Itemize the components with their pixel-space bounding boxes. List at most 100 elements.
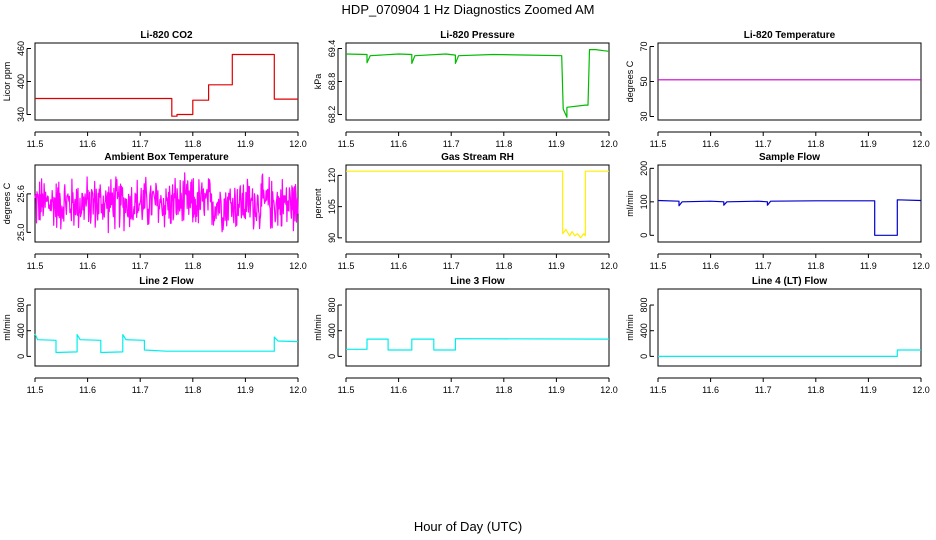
x-tick-label: 11.7	[755, 385, 772, 395]
y-tick-label: 400	[16, 74, 26, 89]
y-tick-label: 0	[327, 354, 337, 359]
panel-title: Ambient Box Temperature	[104, 152, 229, 163]
x-tick-label: 11.6	[390, 139, 407, 149]
panel-title: Line 2 Flow	[139, 276, 194, 287]
plot-frame	[657, 42, 922, 121]
x-tick-label: 11.7	[755, 261, 772, 271]
y-tick-label: 68.8	[327, 73, 337, 91]
y-tick-label: 0	[639, 354, 649, 359]
x-tick-label: 12.0	[600, 261, 618, 271]
x-tick-label: 11.5	[650, 139, 667, 149]
x-tick-label: 12.0	[289, 385, 307, 395]
x-tick-label: 11.9	[237, 261, 254, 271]
x-tick-label: 11.8	[184, 139, 201, 149]
y-tick-label: 800	[639, 298, 649, 313]
y-axis-label: ml/min	[625, 190, 635, 217]
x-tick-label: 11.7	[132, 139, 149, 149]
panel-title: Line 4 (LT) Flow	[752, 276, 828, 287]
x-tick-label: 11.7	[443, 385, 460, 395]
y-axis-label: degrees C	[625, 60, 635, 102]
x-tick-label: 11.5	[338, 139, 355, 149]
y-axis-label: Licor ppm	[2, 62, 12, 102]
y-tick-label: 90	[327, 233, 337, 243]
y-tick-label: 25.0	[16, 224, 26, 242]
x-tick-label: 11.9	[548, 139, 565, 149]
panel-9: Line 4 (LT) Flow ml/min 11.5 11.6 11.7 11.8 11…	[625, 276, 930, 395]
y-tick-label: 68.2	[327, 106, 337, 124]
x-tick-label: 11.5	[27, 139, 44, 149]
x-tick-label: 11.6	[702, 139, 719, 149]
x-tick-label: 11.5	[650, 261, 667, 271]
plot-frame	[345, 42, 610, 121]
y-tick-label: 400	[327, 323, 337, 338]
panel-8: Line 3 Flow ml/min 11.5 11.6 11.7 11.8 11.9 12.…	[313, 276, 618, 395]
panel-title: Li-820 Pressure	[440, 30, 515, 41]
series-line-1	[34, 172, 299, 234]
x-tick-label: 11.8	[495, 385, 512, 395]
y-axis-label: ml/min	[2, 314, 12, 341]
x-tick-label: 11.8	[807, 261, 824, 271]
x-tick-label: 11.6	[79, 261, 96, 271]
panel-grid: Li-820 CO2 Licor ppm 11.5 11.6 11.7 11.8 11.9 1…	[2, 30, 930, 395]
x-tick-label: 11.9	[548, 385, 565, 395]
x-tick-label: 11.9	[237, 385, 254, 395]
x-tick-label: 11.5	[650, 385, 667, 395]
x-tick-label: 12.0	[912, 139, 930, 149]
panel-6: Sample Flow ml/min 11.5 11.6 11.7 11.8 11.9 12.…	[625, 152, 930, 271]
x-tick-label: 11.6	[390, 385, 407, 395]
y-tick-label: 0	[639, 233, 649, 238]
y-tick-label: 400	[639, 323, 649, 338]
x-tick-label: 11.6	[702, 261, 719, 271]
y-tick-label: 460	[16, 41, 26, 56]
panel-title: Li-820 CO2	[140, 30, 193, 41]
x-tick-label: 12.0	[912, 261, 930, 271]
y-tick-label: 340	[16, 107, 26, 122]
x-tick-label: 11.8	[184, 261, 201, 271]
x-tick-label: 11.9	[860, 139, 877, 149]
x-tick-label: 11.8	[807, 139, 824, 149]
panel-7: Line 2 Flow ml/min 11.5 11.6 11.7 11.8 11.9 12.…	[2, 276, 307, 395]
x-tick-label: 11.9	[860, 261, 877, 271]
plot-frame	[657, 164, 922, 243]
x-tick-label: 11.6	[390, 261, 407, 271]
x-tick-label: 11.5	[27, 385, 44, 395]
x-tick-label: 11.8	[495, 261, 512, 271]
x-tick-label: 11.9	[237, 139, 254, 149]
y-tick-label: 105	[327, 199, 337, 214]
x-tick-label: 11.7	[443, 261, 460, 271]
y-axis-label: ml/min	[625, 314, 635, 341]
x-tick-label: 11.6	[79, 139, 96, 149]
y-axis-label: percent	[313, 188, 323, 219]
series-line-1	[35, 53, 298, 117]
series-line-1	[345, 48, 610, 118]
plot-frame	[34, 288, 299, 367]
y-tick-label: 100	[639, 194, 649, 209]
series-line-1	[658, 349, 921, 357]
figure-title: HDP_070904 1 Hz Diagnostics Zoomed AM	[342, 2, 595, 17]
y-tick-label: 69.4	[327, 40, 337, 58]
x-tick-label: 11.7	[443, 139, 460, 149]
x-tick-label: 12.0	[912, 385, 930, 395]
panel-title: Li-820 Temperature	[744, 30, 836, 41]
y-axis-label: ml/min	[313, 314, 323, 341]
panel-5: Gas Stream RH percent 11.5 11.6 11.7 11.8 11.9…	[313, 152, 618, 271]
x-tick-label: 12.0	[600, 139, 618, 149]
x-tick-label: 12.0	[289, 139, 307, 149]
x-tick-label: 11.5	[338, 261, 355, 271]
y-tick-label: 120	[327, 168, 337, 183]
x-tick-label: 11.9	[548, 261, 565, 271]
x-tick-label: 11.6	[79, 385, 96, 395]
x-tick-label: 11.5	[338, 385, 355, 395]
y-tick-label: 200	[639, 161, 649, 176]
y-axis-label: degrees C	[2, 182, 12, 224]
y-tick-label: 70	[639, 41, 649, 51]
y-tick-label: 30	[639, 111, 649, 121]
y-tick-label: 800	[327, 298, 337, 313]
x-tick-label: 11.6	[702, 385, 719, 395]
x-tick-label: 11.8	[495, 139, 512, 149]
x-tick-label: 11.5	[27, 261, 44, 271]
panel-4: Ambient Box Temperature degrees C 11.5 11.6…	[2, 152, 307, 271]
series-line-1	[346, 170, 609, 239]
y-tick-label: 25.6	[16, 185, 26, 203]
x-tick-label: 11.7	[132, 261, 149, 271]
